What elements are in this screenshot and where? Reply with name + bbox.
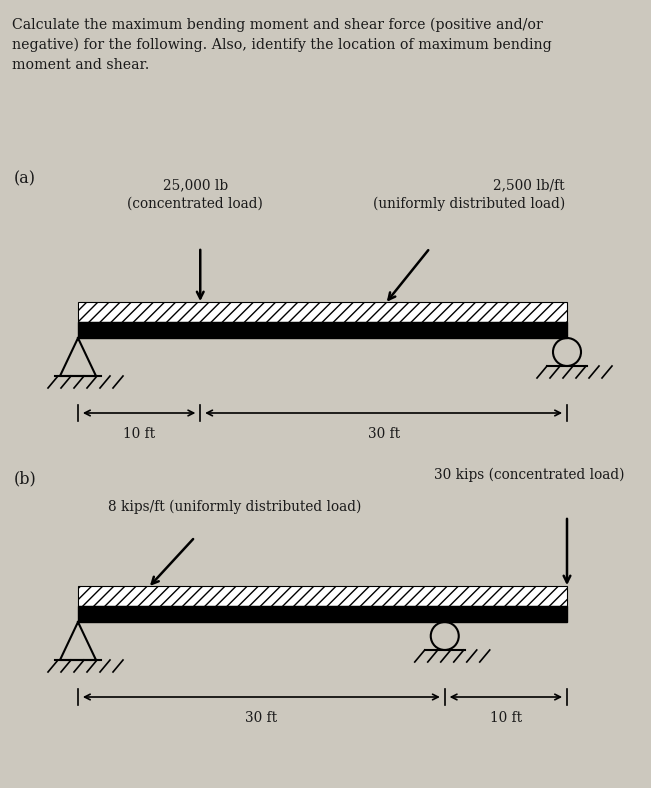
Text: 25,000 lb
(concentrated load): 25,000 lb (concentrated load)	[128, 178, 263, 210]
Text: 2,500 lb/ft
(uniformly distributed load): 2,500 lb/ft (uniformly distributed load)	[373, 178, 565, 211]
Text: (a): (a)	[14, 170, 36, 187]
Text: (b): (b)	[14, 470, 36, 487]
Text: 10 ft: 10 ft	[123, 427, 155, 441]
Text: 30 ft: 30 ft	[368, 427, 400, 441]
Text: 30 kips (concentrated load): 30 kips (concentrated load)	[434, 468, 625, 482]
Bar	[78, 586, 567, 606]
Text: 10 ft: 10 ft	[490, 711, 522, 725]
Bar	[78, 322, 567, 338]
Bar	[78, 606, 567, 622]
Text: Calculate the maximum bending moment and shear force (positive and/or
negative) : Calculate the maximum bending moment and…	[12, 18, 552, 72]
Bar	[78, 302, 567, 322]
Text: 8 kips/ft (uniformly distributed load): 8 kips/ft (uniformly distributed load)	[108, 500, 361, 515]
Text: 30 ft: 30 ft	[245, 711, 277, 725]
